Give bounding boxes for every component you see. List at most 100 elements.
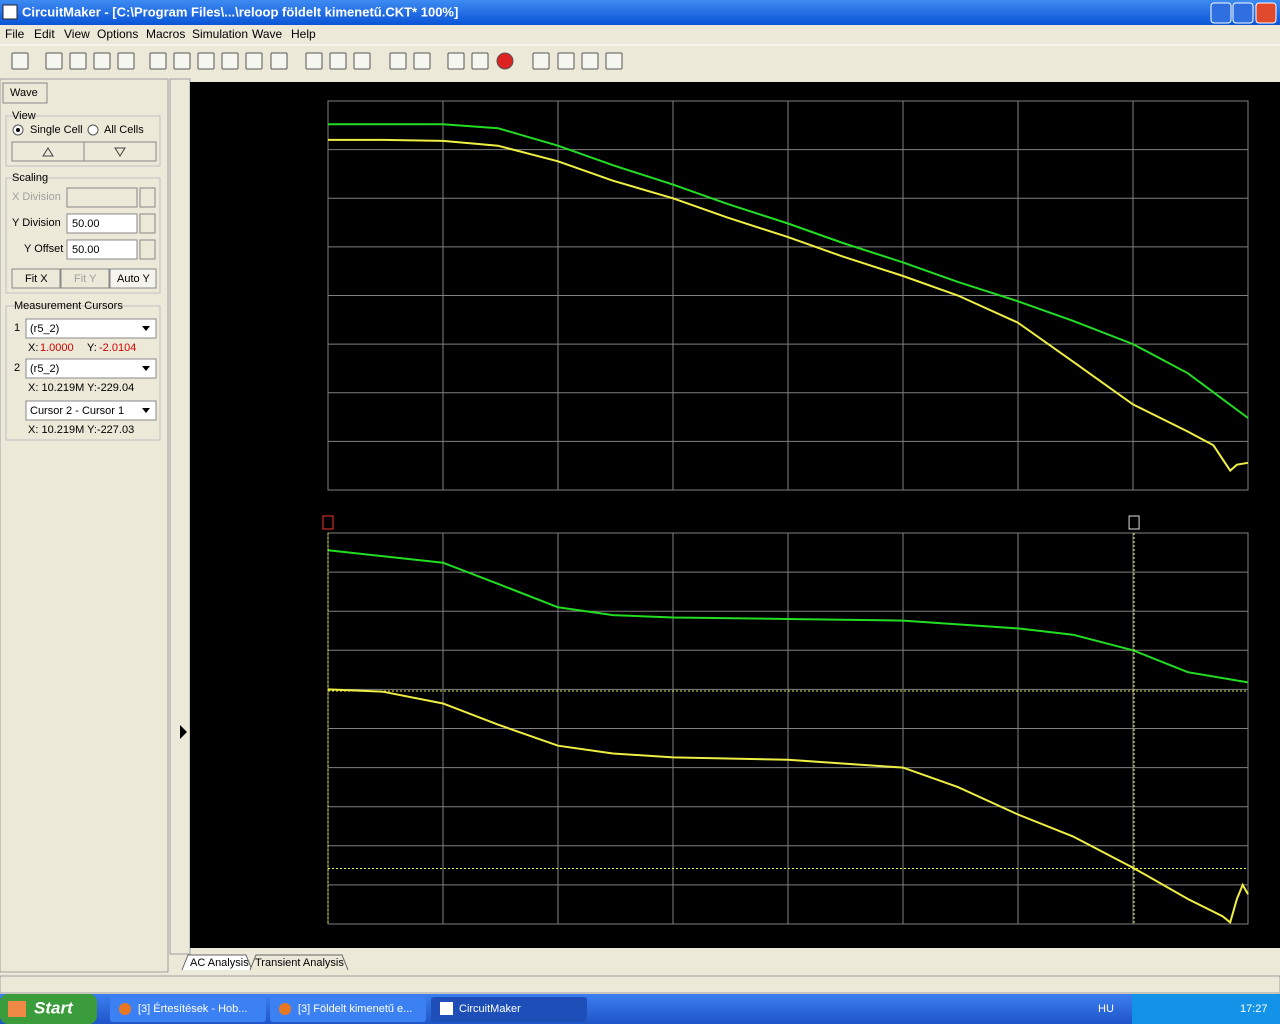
all-cells-label: All Cells <box>104 124 144 136</box>
y-tick-label: 200.0 Deg <box>270 527 321 539</box>
cursors-group <box>5 305 161 441</box>
y-tick-label: 50.00 Deg <box>270 644 321 656</box>
view-label: View <box>12 110 36 122</box>
minimize-button[interactable] <box>1210 2 1232 24</box>
diff-select[interactable] <box>25 400 157 421</box>
toolbar-button[interactable] <box>605 52 623 70</box>
toolbar-button[interactable] <box>69 52 87 70</box>
toolbar-button[interactable] <box>45 52 63 70</box>
toolbar-button[interactable] <box>305 52 323 70</box>
close-button[interactable] <box>1255 2 1277 24</box>
task-item[interactable] <box>110 997 266 1022</box>
toolbar-button[interactable] <box>329 52 347 70</box>
fit-x-button[interactable] <box>11 268 61 289</box>
plot-area <box>190 82 1280 948</box>
y-offset-input[interactable] <box>66 239 138 260</box>
toolbar-button[interactable] <box>496 52 514 70</box>
y-tick-label: 125.0 dB <box>277 95 321 107</box>
window-title: CircuitMaker - [C:\Program Files\...\rel… <box>22 4 458 19</box>
status-bar <box>0 975 1280 994</box>
cursor1-x-value: 1.0000 <box>40 342 74 354</box>
down-button[interactable] <box>83 141 157 162</box>
toolbar-button[interactable] <box>93 52 111 70</box>
x-tick-label: 10.00 Hz <box>421 931 465 943</box>
toolbar-button[interactable] <box>389 52 407 70</box>
x-tick-label: 100.0kHz <box>880 931 926 943</box>
tray <box>1132 994 1280 1024</box>
menu-item[interactable]: View <box>64 27 90 41</box>
y-division-input[interactable] <box>66 213 138 234</box>
maximize-button[interactable] <box>1232 2 1254 24</box>
y-division-value: 50.00 <box>72 218 100 230</box>
y-tick-label: -25.00 dB <box>273 387 321 399</box>
menu-item[interactable]: Help <box>291 27 316 41</box>
expand-arrow[interactable] <box>180 725 187 739</box>
up-button[interactable] <box>11 141 85 162</box>
cursor-flag[interactable] <box>322 515 334 530</box>
task-icon <box>440 1002 453 1015</box>
y-tick-label: 100.0 Deg <box>270 605 321 617</box>
toolbar-button[interactable] <box>245 52 263 70</box>
toolbar-button[interactable] <box>471 52 489 70</box>
task-icon <box>279 1003 291 1015</box>
cursor1-index: 1 <box>14 322 20 334</box>
spin[interactable] <box>139 213 156 234</box>
toolbar-button[interactable] <box>581 52 599 70</box>
series-line <box>327 688 1249 925</box>
toolbar-button[interactable] <box>353 52 371 70</box>
cursor1-select[interactable] <box>25 318 157 339</box>
task-label: CircuitMaker <box>459 1003 521 1015</box>
x-tick-label: 100.0MHz <box>1223 497 1273 509</box>
up-arrow <box>42 147 54 157</box>
y-tick-label: -100.0 Deg <box>267 762 321 774</box>
menu-item[interactable]: File <box>5 27 25 41</box>
y-tick-label: 75.00 dB <box>277 192 321 204</box>
x-tick-label: 1.000 Hz <box>306 497 350 509</box>
spin[interactable] <box>139 239 156 260</box>
toolbar-button[interactable] <box>197 52 215 70</box>
y-tick-label: 50.00 dB <box>277 241 321 253</box>
auto-y-button[interactable] <box>109 268 157 289</box>
toolbar-button[interactable] <box>117 52 135 70</box>
x-tick-label: 10.00MHz <box>1108 497 1158 509</box>
cursor-flag[interactable] <box>1128 515 1140 530</box>
y-tick-label: 0.000 Deg <box>270 683 321 695</box>
toolbar-button[interactable] <box>173 52 191 70</box>
toolbar-button[interactable] <box>447 52 465 70</box>
toolbar-button[interactable] <box>557 52 575 70</box>
dropdown-arrows <box>142 326 150 413</box>
cursor1-signal: (r5_2) <box>30 323 59 335</box>
radio-all[interactable] <box>87 124 99 136</box>
plot-frame <box>327 532 1249 925</box>
y-tick-label: -50.00 Deg <box>267 722 321 734</box>
toolbar-button[interactable] <box>221 52 239 70</box>
task-item[interactable] <box>270 997 426 1022</box>
y-tick-label: -200.0 Deg <box>267 840 321 852</box>
menu-item[interactable]: Options <box>97 27 138 41</box>
x-division-input[interactable] <box>66 187 138 208</box>
toolbar-button[interactable] <box>270 52 288 70</box>
fit-y-button[interactable] <box>60 268 110 289</box>
ac-tab[interactable] <box>181 954 253 971</box>
y-tick-label: 0.000 dB <box>277 338 321 350</box>
app-icon <box>2 4 18 20</box>
menu-item[interactable]: Simulation <box>192 27 248 41</box>
toolbar-button[interactable] <box>149 52 167 70</box>
menu-item[interactable]: Edit <box>34 27 55 41</box>
panel-tab[interactable] <box>2 82 48 104</box>
menu-item[interactable]: Wave <box>252 27 283 41</box>
task-item-active[interactable] <box>431 997 587 1022</box>
toolbar-button[interactable] <box>11 52 29 70</box>
transient-tab[interactable] <box>249 954 349 971</box>
toolbar-button[interactable] <box>413 52 431 70</box>
x-tick-label: 1.000kHz <box>650 931 696 943</box>
series-line <box>327 549 1249 684</box>
spin[interactable] <box>139 187 156 208</box>
menu-item[interactable]: Macros <box>146 27 185 41</box>
toolbar-button[interactable] <box>532 52 550 70</box>
diff-label: Cursor 2 - Cursor 1 <box>30 405 124 417</box>
cursor2-select[interactable] <box>25 358 157 379</box>
radio-dot <box>16 128 20 132</box>
x-tick-label: 100.0kHz <box>880 497 926 509</box>
diff-xy: X: 10.219M Y:-227.03 <box>28 424 134 436</box>
